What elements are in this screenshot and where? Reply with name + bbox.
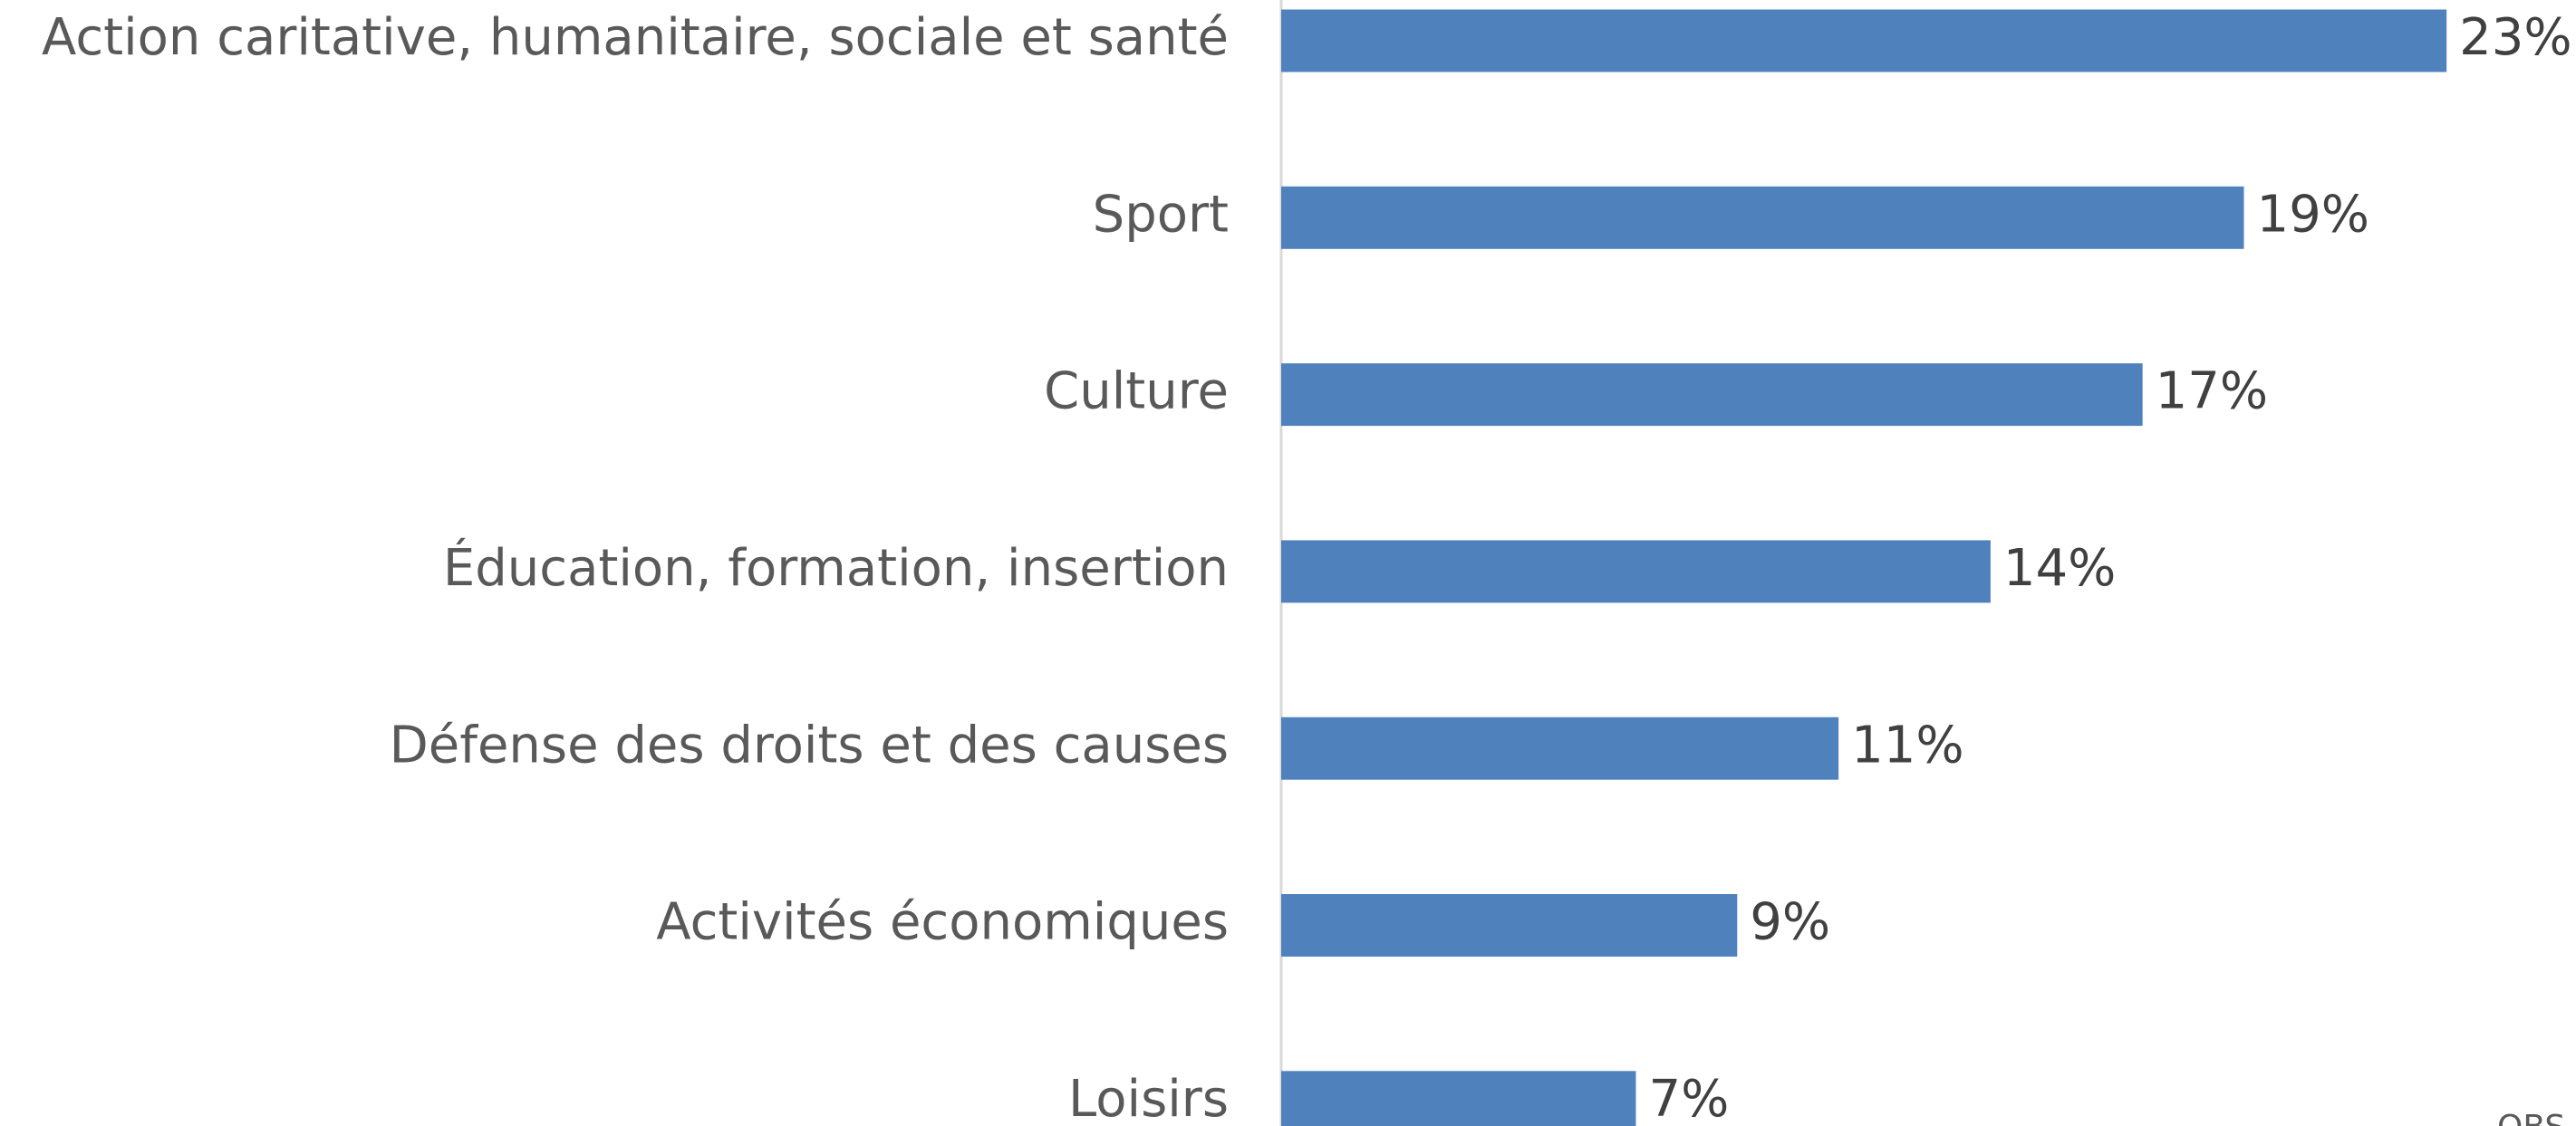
bar (1281, 186, 2244, 249)
bar (1281, 9, 2447, 72)
value-label: 23% (2459, 8, 2571, 67)
category-label: Éducation, formation, insertion (443, 539, 1229, 598)
bar (1281, 363, 2143, 427)
value-label: 9% (1750, 893, 1830, 952)
bar (1281, 540, 1991, 603)
bar (1281, 894, 1738, 957)
category-label: Culture (1044, 362, 1229, 421)
value-label: 14% (2003, 539, 2116, 598)
category-label: Défense des droits et des causes (390, 716, 1229, 775)
category-label: Loisirs (1068, 1070, 1229, 1126)
bar (1281, 717, 1839, 780)
category-label: Activités économiques (656, 893, 1229, 952)
value-label: 17% (2156, 362, 2268, 421)
category-label: Sport (1093, 185, 1229, 244)
category-label: Action caritative, humanitaire, sociale … (42, 8, 1229, 67)
value-label: 19% (2256, 185, 2369, 244)
bar (1281, 1071, 1636, 1126)
value-label: 11% (1851, 716, 1963, 775)
source: OBS (2497, 1109, 2565, 1126)
value-label: 7% (1648, 1070, 1729, 1126)
